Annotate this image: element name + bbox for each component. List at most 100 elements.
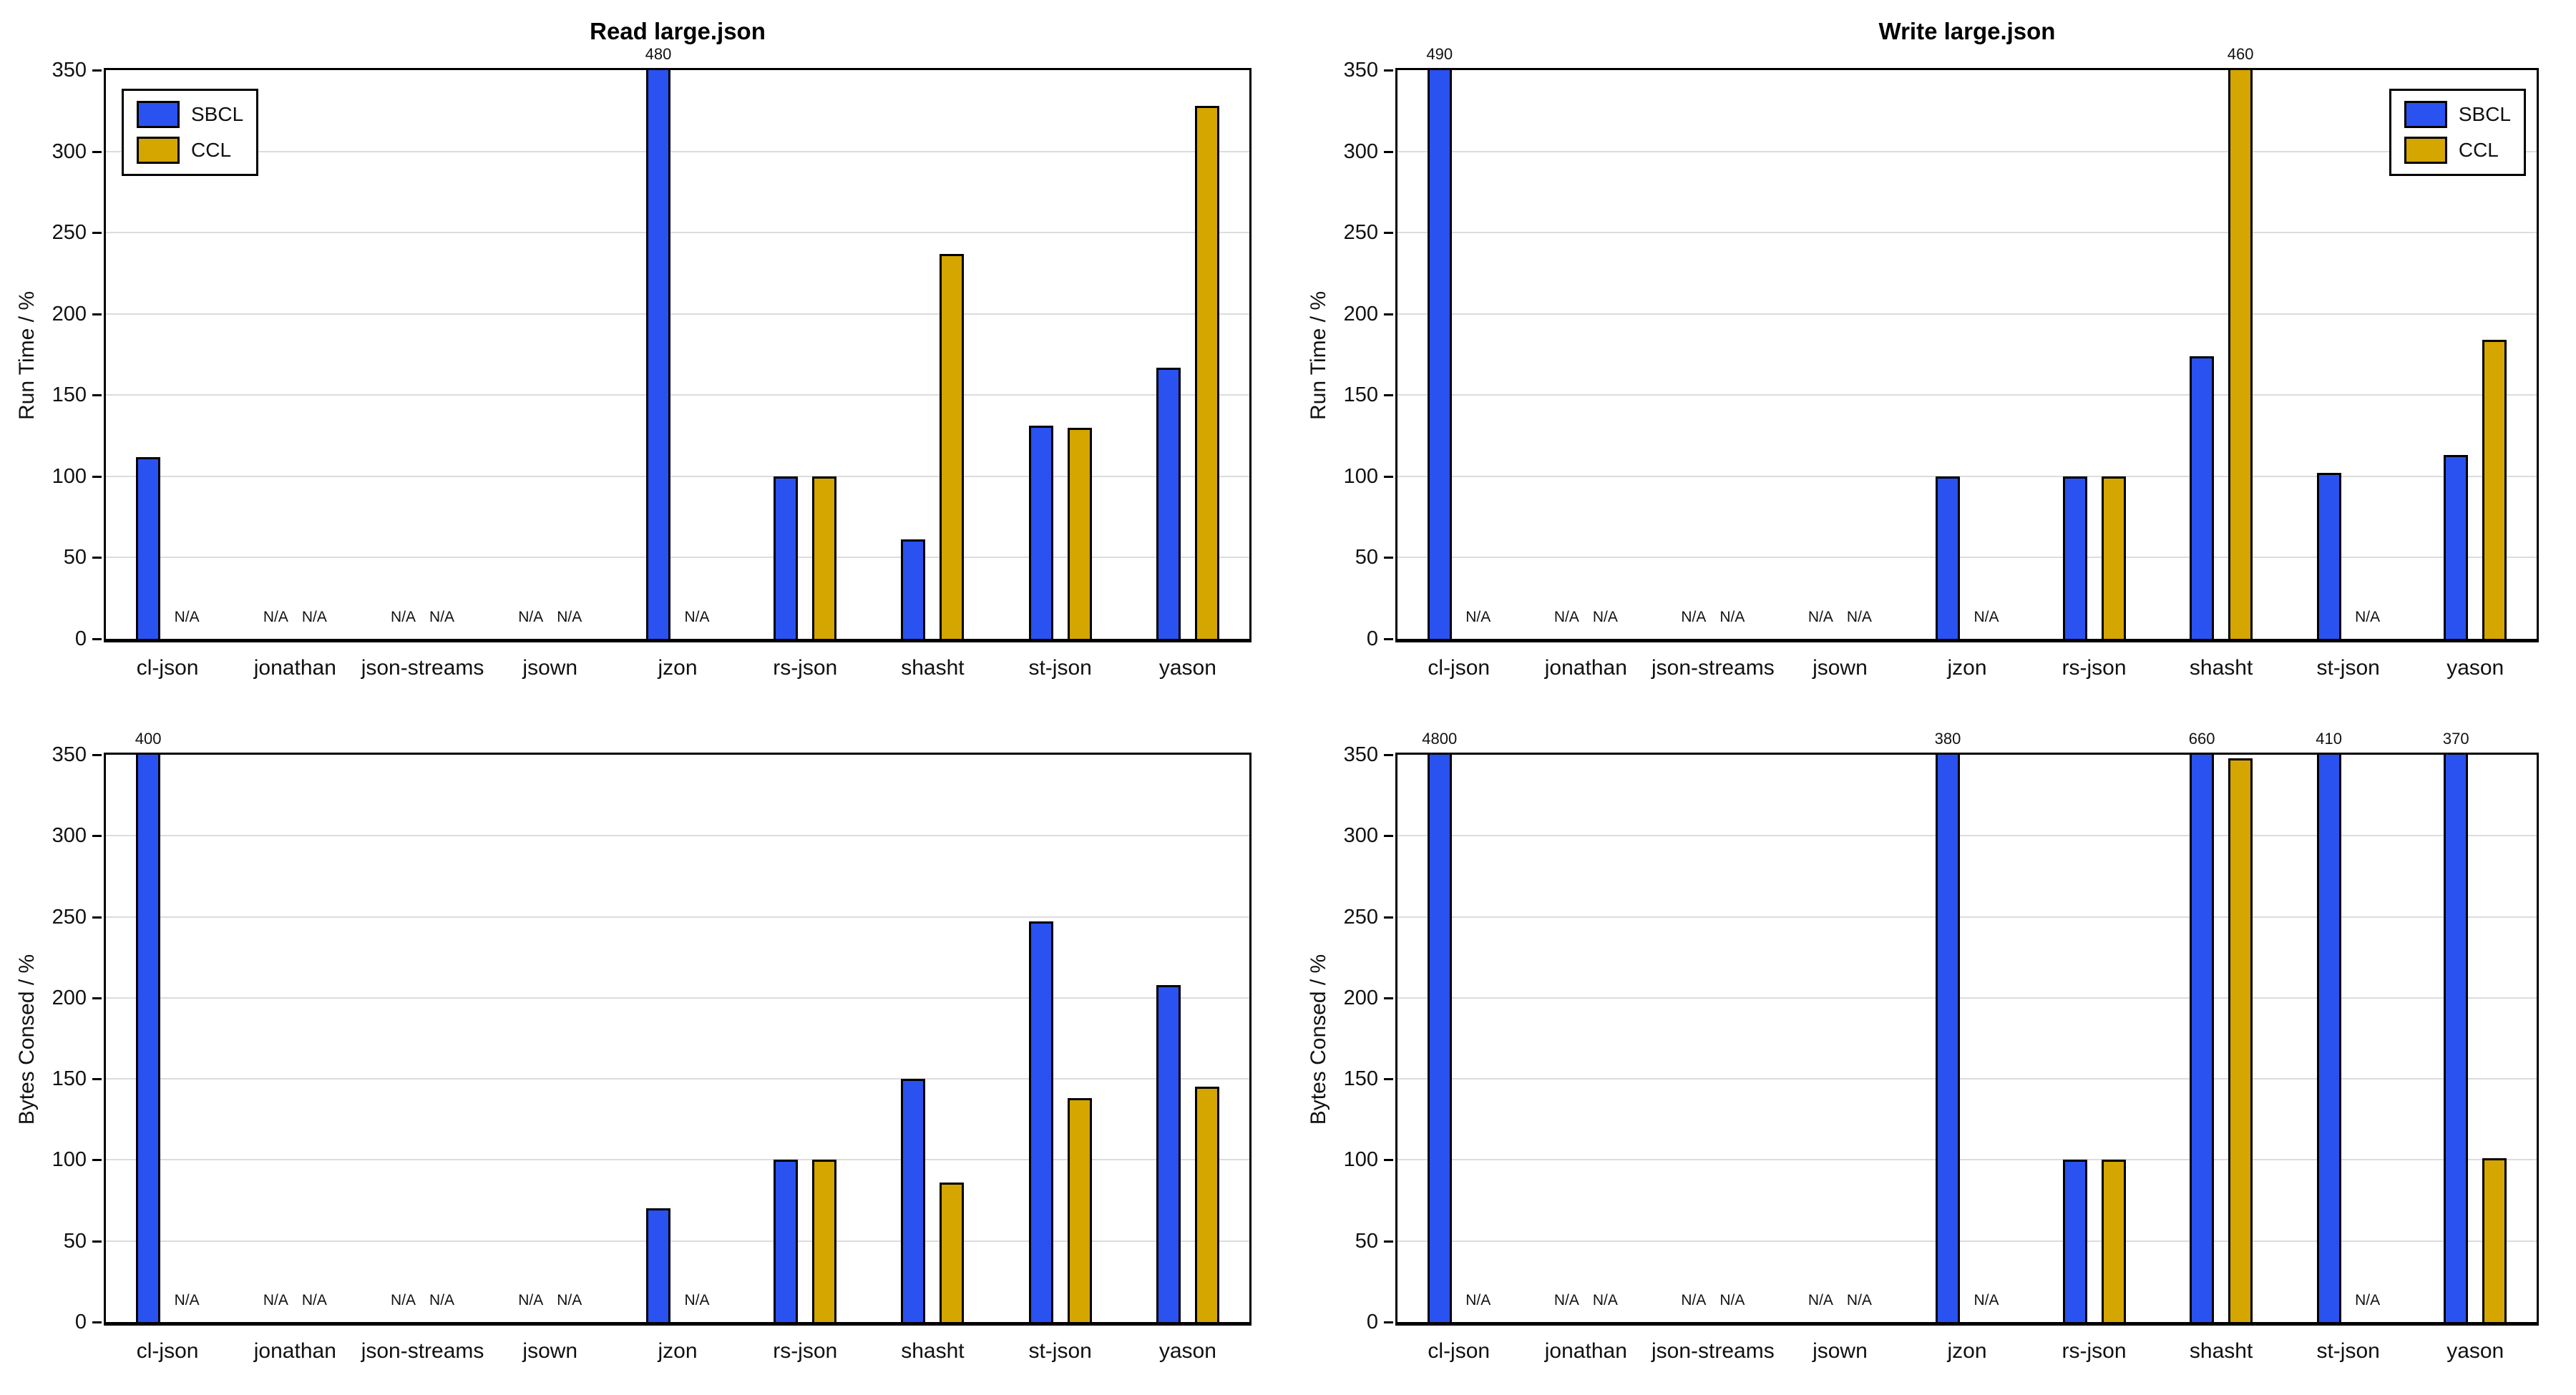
bar-sbcl-rs-json xyxy=(774,476,799,639)
clipped-value-label: 410 xyxy=(2316,730,2343,748)
bar-ccl-yason xyxy=(2482,1158,2507,1322)
bar-ccl-shasht xyxy=(2228,758,2253,1322)
bar-sbcl-rs-json xyxy=(2062,476,2087,639)
gridline-50 xyxy=(106,557,1249,559)
y-tick-mark xyxy=(1384,394,1393,397)
sbcl-swatch xyxy=(137,101,180,128)
legend-label: CCL xyxy=(2458,139,2499,161)
bar-sbcl-jzon xyxy=(1936,476,1960,639)
category-label-jzon: jzon xyxy=(658,656,698,680)
y-tick-mark xyxy=(92,638,102,640)
y-tick-label: 350 xyxy=(1343,59,1378,82)
y-tick-mark xyxy=(92,1159,102,1162)
category-label-json-streams: json-streams xyxy=(1652,656,1775,680)
bar-sbcl-st-json xyxy=(2316,473,2341,639)
y-tick-label: 350 xyxy=(52,743,87,766)
gridline-300 xyxy=(1397,835,2537,837)
bar-ccl-rs-json xyxy=(2101,476,2126,639)
y-tick-label: 300 xyxy=(52,140,87,163)
category-label-jonathan: jonathan xyxy=(253,1339,336,1363)
na-label: N/A xyxy=(263,609,288,625)
na-label: N/A xyxy=(391,609,416,625)
y-tick-mark xyxy=(92,997,102,999)
category-label-cl-json: cl-json xyxy=(136,1339,199,1363)
category-label-jonathan: jonathan xyxy=(253,656,336,680)
gridline-200 xyxy=(106,313,1249,315)
category-label-shasht: shasht xyxy=(2189,656,2253,680)
category-label-shasht: shasht xyxy=(901,656,965,680)
category-label-rs-json: rs-json xyxy=(2062,656,2127,680)
clipped-value-label: 380 xyxy=(1934,730,1961,748)
na-label: N/A xyxy=(1553,609,1579,625)
bar-ccl-yason xyxy=(1194,106,1219,639)
category-label-json-streams: json-streams xyxy=(361,656,484,680)
y-tick-label: 0 xyxy=(1366,627,1378,650)
y-tick-mark xyxy=(92,1240,102,1243)
y-tick-mark xyxy=(1384,835,1393,838)
gridline-300 xyxy=(106,150,1249,152)
legend-row-sbcl: SBCL xyxy=(2404,101,2511,128)
legend: SBCL CCL xyxy=(2389,89,2526,176)
category-label-jsown: jsown xyxy=(522,1339,578,1363)
y-tick-label: 300 xyxy=(52,824,87,848)
y-tick-label: 200 xyxy=(1343,986,1378,1009)
y-tick-mark xyxy=(1384,997,1393,999)
na-label: N/A xyxy=(1553,1292,1579,1308)
plot-area-read-run-time xyxy=(104,68,1252,642)
y-tick-mark xyxy=(1384,232,1393,235)
bar-sbcl-st-json xyxy=(1028,921,1053,1322)
na-label: N/A xyxy=(1974,1292,1999,1308)
na-label: N/A xyxy=(684,1292,710,1308)
na-label: N/A xyxy=(684,609,710,625)
category-label-cl-json: cl-json xyxy=(1428,656,1491,680)
y-tick-mark xyxy=(92,835,102,838)
bar-sbcl-st-json xyxy=(2316,755,2341,1322)
legend: SBCL CCL xyxy=(122,89,259,176)
na-label: N/A xyxy=(391,1292,416,1308)
bar-sbcl-jzon xyxy=(646,1208,670,1322)
category-label-jzon: jzon xyxy=(1947,656,1987,680)
gridline-200 xyxy=(1397,997,2537,999)
na-label: N/A xyxy=(518,609,544,625)
y-tick-label: 250 xyxy=(52,905,87,929)
y-tick-mark xyxy=(92,313,102,315)
na-label: N/A xyxy=(518,1292,544,1308)
y-tick-label: 50 xyxy=(63,1229,87,1253)
category-label-shasht: shasht xyxy=(2189,1339,2253,1363)
y-tick-label: 100 xyxy=(1343,464,1378,488)
plot-area-write-bytes-consed xyxy=(1395,753,2539,1326)
clipped-value-label: 660 xyxy=(2188,730,2215,748)
gridline-250 xyxy=(1397,232,2537,234)
plot-area-read-bytes-consed xyxy=(104,753,1252,1326)
y-tick-mark xyxy=(1384,1159,1393,1162)
category-label-st-json: st-json xyxy=(1028,1339,1092,1363)
bar-sbcl-cl-json xyxy=(1427,70,1452,639)
na-label: N/A xyxy=(1846,609,1872,625)
na-label: N/A xyxy=(1681,1292,1707,1308)
category-label-jonathan: jonathan xyxy=(1544,656,1627,680)
category-label-jsown: jsown xyxy=(1813,1339,1868,1363)
y-tick-label: 100 xyxy=(52,1148,87,1172)
y-tick-mark xyxy=(1384,1078,1393,1081)
gridline-100 xyxy=(1397,475,2537,477)
bar-sbcl-yason xyxy=(2444,755,2469,1322)
na-label: N/A xyxy=(301,609,327,625)
na-label: N/A xyxy=(1846,1292,1872,1308)
y-tick-label: 150 xyxy=(52,1067,87,1091)
bar-sbcl-rs-json xyxy=(2062,1160,2087,1322)
na-label: N/A xyxy=(1719,1292,1745,1308)
y-tick-mark xyxy=(1384,313,1393,315)
category-label-yason: yason xyxy=(1158,1339,1216,1363)
legend-row-ccl: CCL xyxy=(137,137,243,164)
y-tick-label: 350 xyxy=(52,59,87,82)
bar-ccl-shasht xyxy=(2228,70,2253,639)
bar-sbcl-st-json xyxy=(1028,426,1053,639)
clipped-value-label: 400 xyxy=(135,730,162,748)
y-tick-mark xyxy=(92,475,102,478)
na-label: N/A xyxy=(557,1292,582,1308)
y-tick-label: 100 xyxy=(52,464,87,488)
chart-title: Read large.json xyxy=(590,18,766,44)
bar-sbcl-shasht xyxy=(2190,356,2215,639)
y-axis-label: Bytes Consed / % xyxy=(1307,954,1330,1125)
